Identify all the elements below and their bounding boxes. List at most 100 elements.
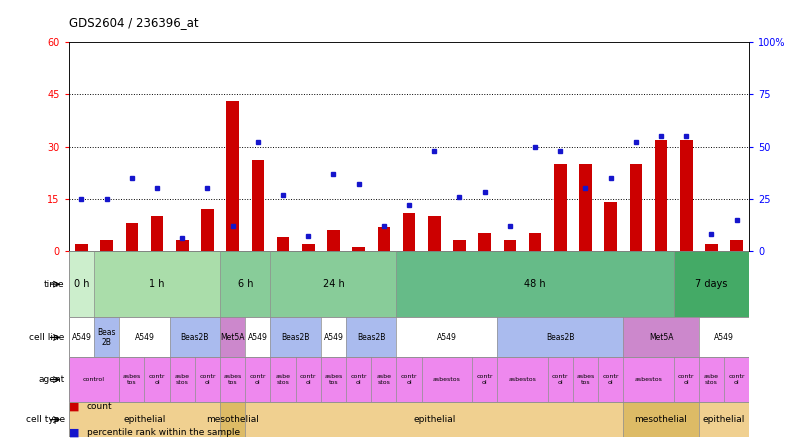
Text: 7 days: 7 days: [695, 279, 727, 289]
Bar: [321, 357, 346, 402]
Text: contr
ol: contr ol: [199, 374, 215, 385]
Text: asbes
tos: asbes tos: [123, 374, 141, 385]
Text: time: time: [45, 280, 65, 289]
Bar: [396, 357, 422, 402]
Bar: [321, 317, 346, 357]
Text: asbe
stos: asbe stos: [377, 374, 391, 385]
Bar: [428, 216, 441, 251]
Bar: [504, 241, 516, 251]
Bar: [119, 357, 144, 402]
Text: contr
ol: contr ol: [728, 374, 745, 385]
Text: A549: A549: [71, 333, 92, 342]
Text: 48 h: 48 h: [524, 279, 546, 289]
Text: epithelial: epithelial: [703, 415, 745, 424]
Bar: [479, 234, 491, 251]
Bar: [497, 317, 623, 357]
Text: agent: agent: [39, 375, 65, 384]
Bar: [579, 164, 592, 251]
Bar: [277, 237, 289, 251]
Bar: [302, 244, 314, 251]
Bar: [327, 230, 339, 251]
Text: cell line: cell line: [29, 333, 65, 342]
Text: A549: A549: [437, 333, 457, 342]
Text: count: count: [87, 402, 113, 411]
Bar: [352, 247, 365, 251]
Text: 6 h: 6 h: [237, 279, 253, 289]
Bar: [346, 357, 371, 402]
Text: asbe
stos: asbe stos: [275, 374, 291, 385]
Text: asbe
stos: asbe stos: [175, 374, 190, 385]
Bar: [377, 226, 390, 251]
Bar: [573, 357, 598, 402]
Bar: [396, 317, 497, 357]
Text: Met5A: Met5A: [220, 333, 245, 342]
Text: percentile rank within the sample: percentile rank within the sample: [87, 428, 240, 437]
Text: asbes
tos: asbes tos: [324, 374, 343, 385]
Bar: [724, 357, 749, 402]
Text: asbe
stos: asbe stos: [704, 374, 719, 385]
Bar: [699, 317, 749, 357]
Bar: [220, 251, 271, 317]
Bar: [220, 402, 245, 437]
Text: Beas
2B: Beas 2B: [97, 328, 116, 347]
Bar: [169, 317, 220, 357]
Bar: [169, 357, 195, 402]
Bar: [623, 357, 674, 402]
Bar: [497, 357, 548, 402]
Bar: [623, 317, 699, 357]
Text: Beas2B: Beas2B: [281, 333, 310, 342]
Bar: [201, 209, 214, 251]
Text: Met5A: Met5A: [649, 333, 673, 342]
Text: contr
ol: contr ol: [552, 374, 569, 385]
Bar: [422, 357, 472, 402]
Text: asbestos: asbestos: [634, 377, 663, 382]
Text: contr
ol: contr ol: [603, 374, 619, 385]
Bar: [126, 223, 139, 251]
Bar: [94, 317, 119, 357]
Bar: [245, 317, 271, 357]
Text: contr
ol: contr ol: [249, 374, 266, 385]
Bar: [604, 202, 617, 251]
Bar: [245, 357, 271, 402]
Bar: [680, 139, 693, 251]
Bar: [699, 357, 724, 402]
Bar: [654, 139, 667, 251]
Text: contr
ol: contr ol: [300, 374, 317, 385]
Bar: [699, 402, 749, 437]
Text: control: control: [83, 377, 105, 382]
Bar: [94, 251, 220, 317]
Bar: [554, 164, 566, 251]
Bar: [674, 357, 699, 402]
Bar: [271, 357, 296, 402]
Bar: [629, 164, 642, 251]
Bar: [252, 160, 264, 251]
Text: Beas2B: Beas2B: [357, 333, 386, 342]
Bar: [623, 402, 699, 437]
Text: A549: A549: [323, 333, 343, 342]
Bar: [598, 357, 623, 402]
Text: contr
ol: contr ol: [476, 374, 493, 385]
Bar: [271, 317, 321, 357]
Text: A549: A549: [134, 333, 155, 342]
Text: 24 h: 24 h: [322, 279, 344, 289]
Text: ■: ■: [69, 401, 79, 411]
Bar: [69, 317, 94, 357]
Text: A549: A549: [248, 333, 268, 342]
Bar: [346, 317, 396, 357]
Text: contr
ol: contr ol: [678, 374, 694, 385]
Bar: [119, 317, 169, 357]
Text: asbestos: asbestos: [509, 377, 536, 382]
Text: contr
ol: contr ol: [149, 374, 165, 385]
Bar: [731, 241, 743, 251]
Bar: [396, 251, 674, 317]
Bar: [453, 241, 466, 251]
Bar: [220, 317, 245, 357]
Text: epithelial: epithelial: [413, 415, 455, 424]
Text: epithelial: epithelial: [123, 415, 165, 424]
Bar: [529, 234, 541, 251]
Bar: [472, 357, 497, 402]
Bar: [371, 357, 396, 402]
Bar: [144, 357, 169, 402]
Text: Beas2B: Beas2B: [546, 333, 574, 342]
Bar: [296, 357, 321, 402]
